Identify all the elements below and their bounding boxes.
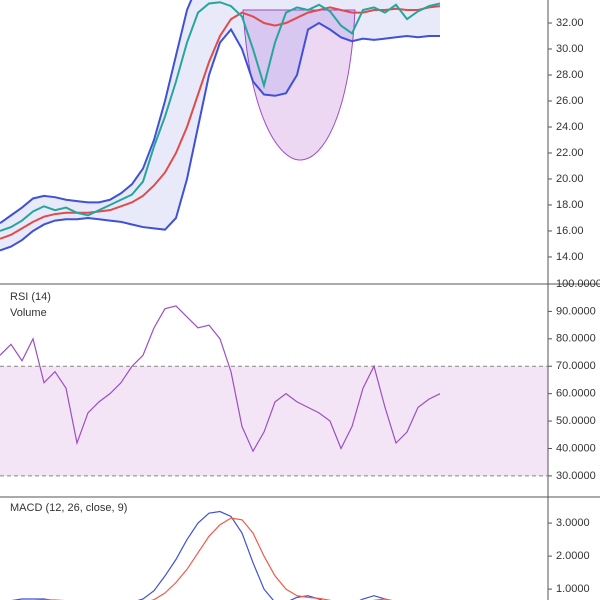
- series-line: [0, 0, 193, 224]
- series-line: [11, 510, 388, 600]
- arc-drawing: [242, 9, 356, 161]
- y-tick-label: 30.00: [556, 43, 584, 55]
- y-tick-label: 18.00: [556, 199, 584, 211]
- panel-title: RSI (14): [10, 291, 51, 303]
- y-tick-label: 100.0000: [556, 278, 600, 290]
- series-line: [0, 21, 440, 252]
- series-line: [0, 5, 441, 240]
- y-tick-label: 40.0000: [556, 442, 596, 454]
- series-line: [33, 517, 393, 600]
- y-tick-label: 20.00: [556, 173, 584, 185]
- y-tick-label: 32.00: [556, 17, 584, 29]
- band-fill: [0, 366, 548, 476]
- panel-subtitle: Volume: [10, 307, 47, 319]
- y-tick-label: 70.0000: [556, 360, 596, 372]
- y-tick-label: 22.00: [556, 147, 584, 159]
- y-tick-label: 16.00: [556, 225, 584, 237]
- band-fill: [0, 0, 440, 251]
- panel-title: MACD (12, 26, close, 9): [10, 502, 127, 514]
- series-line: [0, 1, 441, 232]
- y-tick-label: 30.0000: [556, 470, 596, 482]
- y-tick-label: 60.0000: [556, 388, 596, 400]
- y-tick-label: 90.0000: [556, 305, 596, 317]
- y-tick-label: 2.0000: [556, 550, 590, 562]
- y-tick-label: 3.0000: [556, 517, 590, 529]
- y-tick-label: 50.0000: [556, 415, 596, 427]
- y-tick-label: 26.00: [556, 95, 584, 107]
- y-tick-label: 24.00: [556, 121, 584, 133]
- series-line: [0, 305, 441, 453]
- y-tick-label: 14.00: [556, 251, 584, 263]
- panel: [0, 0, 441, 252]
- y-tick-label: 80.0000: [556, 333, 596, 345]
- panel: [11, 510, 393, 600]
- y-tick-label: 1.0000: [556, 583, 590, 595]
- panel: [0, 305, 548, 477]
- y-tick-label: 28.00: [556, 69, 584, 81]
